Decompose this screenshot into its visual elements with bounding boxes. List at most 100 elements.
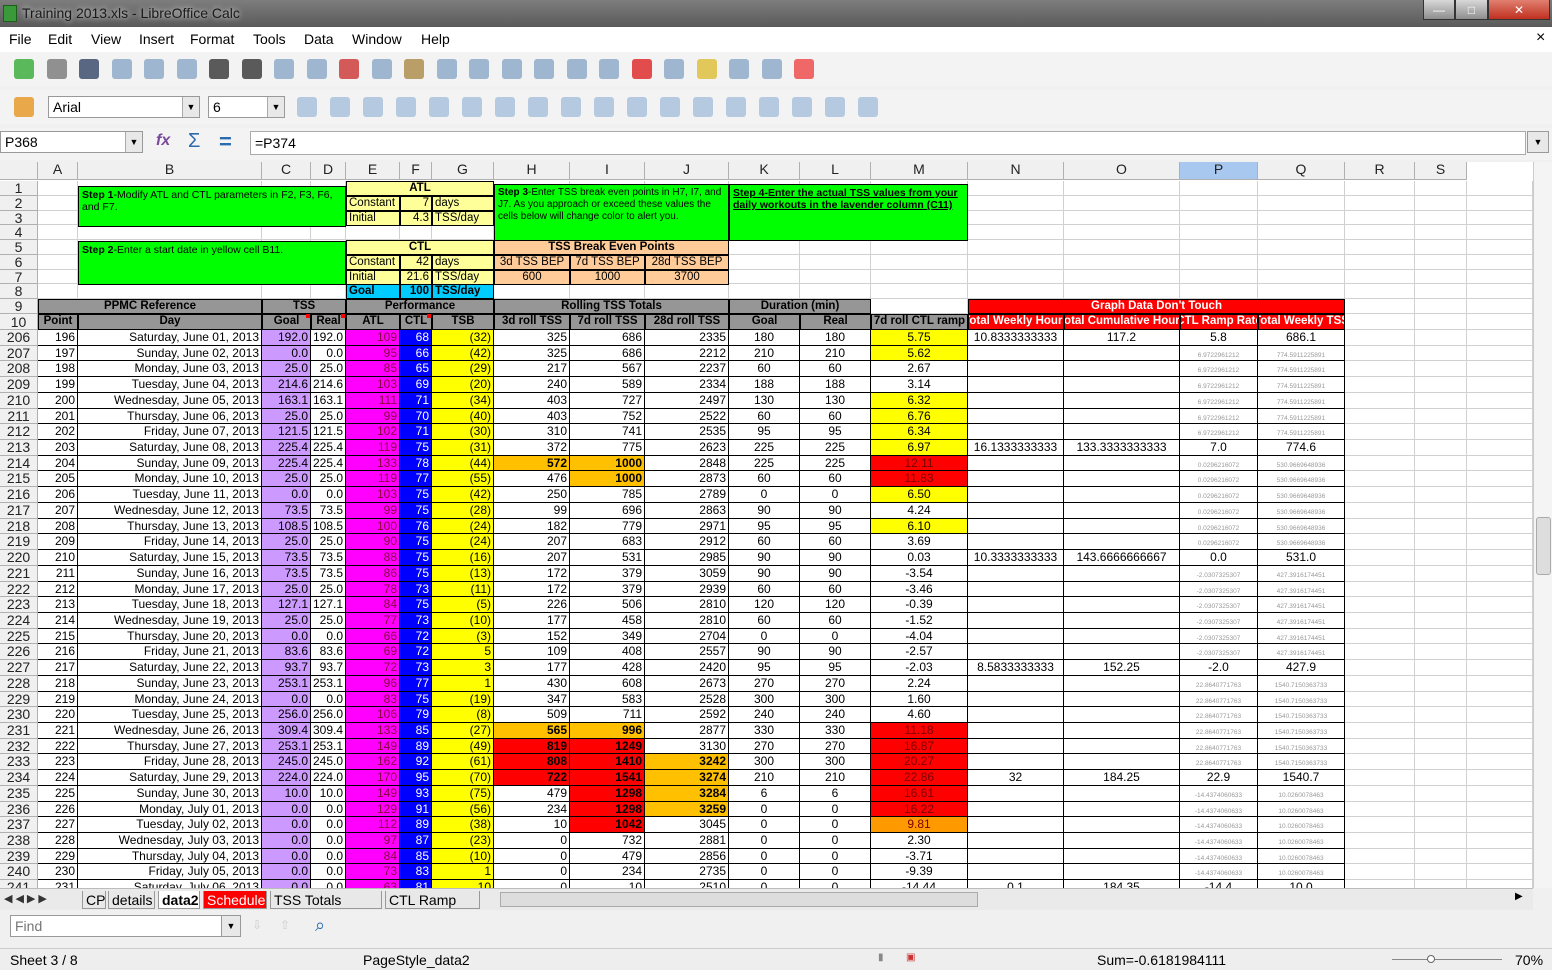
export-pdf-icon[interactable] [176,59,197,79]
row-header[interactable]: 1 [0,181,38,196]
cell-d[interactable]: 108.5 [311,518,346,535]
grid-cell[interactable] [1467,424,1533,441]
grid-cell[interactable] [1345,644,1415,661]
row-header[interactable]: 230 [0,707,38,723]
grid-cell[interactable] [1415,550,1467,566]
menu-tools[interactable]: Tools [253,31,286,47]
cell-d[interactable]: 0.0 [311,864,346,881]
cell-d[interactable]: 309.4 [311,723,346,739]
cell-c[interactable]: 108.5 [262,518,311,535]
grid-cell[interactable] [1415,880,1467,888]
cell-c[interactable]: 0.0 [262,817,311,834]
grid-cell[interactable] [1415,581,1467,598]
grid-cell[interactable] [1345,785,1415,802]
row-header[interactable]: 231 [0,723,38,739]
grid-cell[interactable] [1467,723,1533,739]
grid-cell[interactable] [871,269,968,285]
grid-cell[interactable] [968,284,1064,299]
grid-cell[interactable] [1345,612,1415,629]
grid-cell[interactable] [1345,330,1415,346]
cell-d[interactable]: 25.0 [311,534,346,551]
grid-cell[interactable] [1415,299,1467,314]
name-box[interactable]: P368 ▼ [0,131,143,153]
grid-cell[interactable] [1345,377,1415,393]
grid-cell[interactable] [1345,487,1415,503]
grid-cell[interactable] [1415,770,1467,786]
column-header-n[interactable]: N [968,162,1064,180]
grid-cell[interactable] [1258,269,1345,285]
row-header[interactable]: 237 [0,817,38,834]
cell-c[interactable]: 25.0 [262,612,311,629]
grid-cell[interactable] [871,299,968,314]
grid-cell[interactable] [1467,361,1533,378]
grid-cell[interactable] [1467,738,1533,755]
cell-c[interactable]: 73.5 [262,502,311,519]
grid-cell[interactable] [1345,565,1415,582]
grid-cell[interactable] [1064,181,1180,196]
row-header[interactable]: 220 [0,550,38,566]
menu-help[interactable]: Help [421,31,450,47]
chart-icon[interactable] [631,59,652,79]
row-header[interactable]: 227 [0,660,38,676]
ctl-initial-1[interactable]: 21.6 [400,269,432,285]
grid-cell[interactable] [1467,707,1533,723]
navigator-icon[interactable] [696,59,717,79]
cell-c[interactable]: 25.0 [262,581,311,598]
grid-cell[interactable] [1467,801,1533,818]
clone-formatting-icon[interactable] [436,59,457,79]
row-header[interactable]: 209 [0,377,38,393]
grid-cell[interactable] [1467,284,1533,299]
cell-c[interactable]: 0.0 [262,487,311,503]
grid-cell[interactable] [1415,565,1467,582]
find-previous-icon[interactable]: ⇧ [280,918,291,932]
grid-cell[interactable] [38,284,78,299]
select-all-corner[interactable] [0,162,38,180]
close-button[interactable]: ✕ [1488,0,1550,20]
cell-c[interactable]: 0.0 [262,345,311,362]
grid-cell[interactable] [1345,225,1415,240]
cell-d[interactable]: 73.5 [311,565,346,582]
grid-cell[interactable] [968,195,1064,211]
grid-cell[interactable] [1180,240,1258,255]
cell-d[interactable]: 93.7 [311,660,346,676]
row-header[interactable]: 6 [0,254,38,270]
grid-cell[interactable] [1467,254,1533,270]
sort-descending-icon[interactable] [599,59,619,79]
grid-cell[interactable] [1415,597,1467,613]
menu-insert[interactable]: Insert [139,31,175,47]
grid-cell[interactable] [1467,880,1533,888]
grid-cell[interactable] [1415,612,1467,629]
row-header[interactable]: 239 [0,848,38,865]
row-header[interactable]: 4 [0,225,38,240]
grid-cell[interactable] [1064,225,1180,240]
grid-cell[interactable] [645,284,729,299]
cell-d[interactable]: 73.5 [311,502,346,519]
menu-data[interactable]: Data [304,31,334,47]
row-header[interactable]: 5 [0,240,38,255]
grid-cell[interactable] [494,284,570,299]
cell-d[interactable]: 73.5 [311,550,346,566]
grid-cell[interactable] [1415,392,1467,409]
grid-cell[interactable] [1345,597,1415,613]
grid-cell[interactable] [1345,817,1415,834]
grid-cell[interactable] [1415,738,1467,755]
grid-cell[interactable] [1415,785,1467,802]
grid-cell[interactable] [1415,254,1467,270]
grid-cell[interactable] [968,240,1064,255]
grid-cell[interactable] [78,225,262,240]
row-header[interactable]: 216 [0,487,38,503]
grid-cell[interactable] [1064,284,1180,299]
bep-value[interactable]: 3700 [645,269,729,285]
grid-cell[interactable] [1467,210,1533,226]
grid-cell[interactable] [1415,675,1467,692]
row-header[interactable]: 7 [0,269,38,285]
grid-cell[interactable] [968,210,1064,226]
grid-cell[interactable] [871,240,968,255]
grid-cell[interactable] [311,284,346,299]
grid-cell[interactable] [1467,770,1533,786]
grid-cell[interactable] [968,181,1064,196]
grid-cell[interactable] [1415,361,1467,378]
grid-icon[interactable] [858,97,878,117]
grid-cell[interactable] [1467,833,1533,849]
cell-c[interactable]: 25.0 [262,534,311,551]
